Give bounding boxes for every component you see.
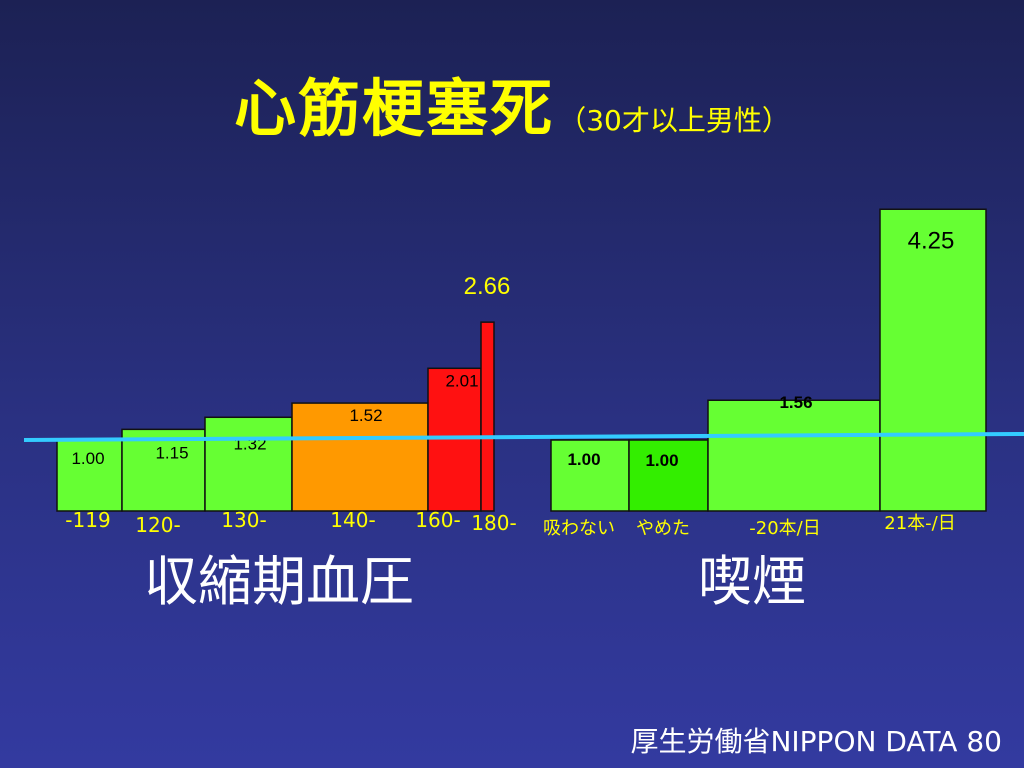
chart-title: 心筋梗塞死 （30才以上男性） xyxy=(0,58,1024,148)
bar-0-3 xyxy=(291,402,429,512)
tick-label-1-1: やめた xyxy=(636,518,690,539)
title-main: 心筋梗塞死 xyxy=(234,72,555,145)
title-subtitle: （30才以上男性） xyxy=(558,104,790,137)
value-label-0-5: 2.66 xyxy=(464,273,511,300)
value-label-0-3: 1.52 xyxy=(349,406,382,425)
value-label-1-1: 1.00 xyxy=(645,451,678,470)
bar-0-4 xyxy=(427,367,482,512)
bar-1-3 xyxy=(879,208,987,512)
tick-label-0-4: 160- xyxy=(415,508,460,532)
tick-label-1-3: 21本-/日 xyxy=(884,513,955,534)
bar-0-2 xyxy=(204,416,293,512)
reference-line xyxy=(23,432,1024,442)
value-label-1-3: 4.25 xyxy=(908,227,955,254)
tick-label-1-2: -20本/日 xyxy=(749,518,820,539)
bar-1-2 xyxy=(707,399,881,512)
value-label-0-1: 1.15 xyxy=(155,443,188,462)
bar-1-1 xyxy=(628,439,709,512)
bar-0-0 xyxy=(56,439,123,512)
tick-label-0-2: 130- xyxy=(221,508,266,532)
value-label-0-4: 2.01 xyxy=(445,371,478,390)
tick-label-0-1: 120- xyxy=(135,513,180,537)
group-label-0: 収縮期血圧 xyxy=(144,550,414,613)
value-label-1-0: 1.00 xyxy=(567,450,600,469)
tick-label-0-0: -119 xyxy=(65,508,110,532)
value-label-0-0: 1.00 xyxy=(71,449,104,468)
value-label-1-2: 1.56 xyxy=(779,393,812,412)
bar-1-0 xyxy=(550,439,630,512)
bar-0-1 xyxy=(121,428,206,512)
tick-label-0-3: 140- xyxy=(330,508,375,532)
tick-label-0-5: 180- xyxy=(471,511,516,535)
group-label-1: 喫煙 xyxy=(698,550,806,613)
source-credit: 厚生労働省NIPPON DATA 80 xyxy=(630,725,1002,758)
tick-label-1-0: 吸わない xyxy=(543,518,615,539)
bar-0-5 xyxy=(480,321,495,512)
